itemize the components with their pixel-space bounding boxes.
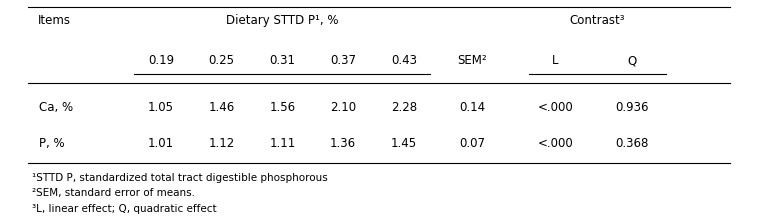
Text: Ca, %: Ca, % [40, 101, 73, 114]
Text: ¹STTD P, standardized total tract digestible phosphorous: ¹STTD P, standardized total tract digest… [32, 173, 328, 183]
Text: 0.19: 0.19 [148, 54, 174, 67]
Text: 1.56: 1.56 [269, 101, 296, 114]
Text: 1.12: 1.12 [209, 137, 235, 150]
Text: 0.25: 0.25 [209, 54, 235, 67]
Text: SEM²: SEM² [457, 54, 487, 67]
Text: 0.43: 0.43 [391, 54, 417, 67]
Text: 0.14: 0.14 [459, 101, 485, 114]
Text: 0.936: 0.936 [615, 101, 648, 114]
Text: 1.46: 1.46 [209, 101, 235, 114]
Text: Q: Q [627, 54, 636, 67]
Text: 1.36: 1.36 [330, 137, 356, 150]
Text: 0.07: 0.07 [459, 137, 485, 150]
Text: ³L, linear effect; Q, quadratic effect: ³L, linear effect; Q, quadratic effect [32, 204, 216, 214]
Text: 2.28: 2.28 [391, 101, 417, 114]
Text: 1.01: 1.01 [148, 137, 174, 150]
Text: 0.37: 0.37 [330, 54, 356, 67]
Text: 1.11: 1.11 [269, 137, 296, 150]
Text: 0.368: 0.368 [615, 137, 648, 150]
Text: <.000: <.000 [538, 101, 574, 114]
Text: P, %: P, % [40, 137, 65, 150]
Text: 1.05: 1.05 [148, 101, 174, 114]
Text: Dietary STTD P¹, %: Dietary STTD P¹, % [226, 14, 338, 27]
Text: ²SEM, standard error of means.: ²SEM, standard error of means. [32, 188, 195, 198]
Text: L: L [552, 54, 559, 67]
Text: 0.31: 0.31 [269, 54, 296, 67]
Text: 1.45: 1.45 [391, 137, 417, 150]
Text: Items: Items [38, 14, 71, 27]
Text: <.000: <.000 [538, 137, 574, 150]
Text: Contrast³: Contrast³ [570, 14, 625, 27]
Text: 2.10: 2.10 [330, 101, 356, 114]
